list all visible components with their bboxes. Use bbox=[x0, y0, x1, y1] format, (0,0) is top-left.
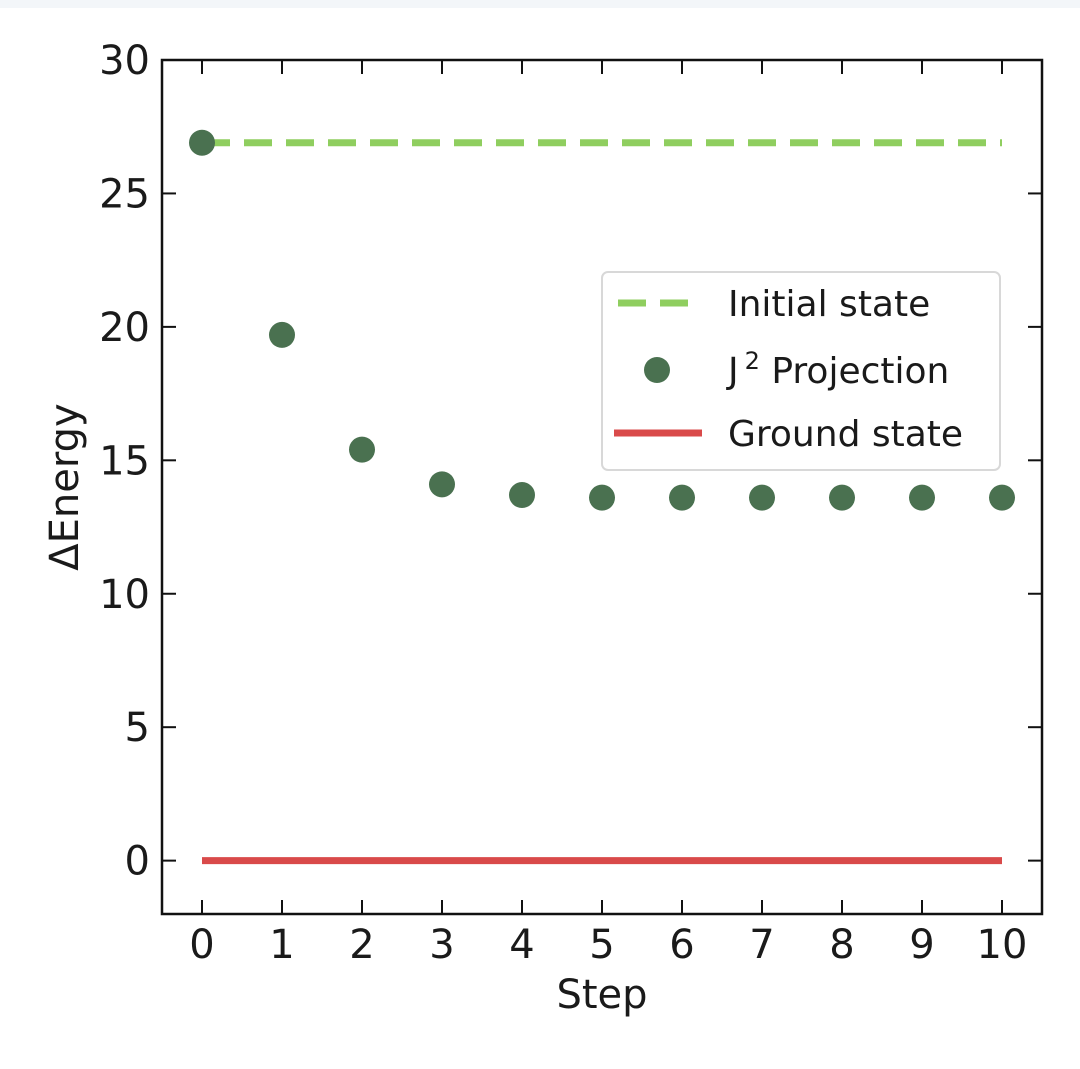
ticks-layer: 0 1 2 3 4 5 6 7 8 9 10 0 5 10 15 20 25 30 bbox=[99, 38, 1042, 968]
legend-label: Ground state bbox=[728, 414, 963, 455]
x-axis-title: Step bbox=[556, 972, 647, 1018]
legend-label: Initial state bbox=[728, 284, 930, 325]
x-tick-label: 6 bbox=[669, 922, 694, 968]
y-tick-label: 30 bbox=[99, 38, 150, 84]
legend-label-superscript: 2 bbox=[745, 347, 760, 375]
y-tick-label: 20 bbox=[99, 305, 150, 351]
projection-point bbox=[509, 482, 535, 509]
y-tick-label: 25 bbox=[99, 171, 150, 217]
projection-point bbox=[349, 436, 375, 463]
x-tick-label: 4 bbox=[509, 922, 534, 968]
x-tick-label: 9 bbox=[909, 922, 934, 968]
x-tick-label: 0 bbox=[189, 922, 214, 968]
projection-point bbox=[589, 484, 615, 511]
legend-projection-swatch bbox=[644, 357, 670, 383]
x-tick-label: 1 bbox=[269, 922, 294, 968]
top-band bbox=[0, 0, 1080, 8]
x-tick-label: 10 bbox=[977, 922, 1028, 968]
projection-point bbox=[269, 321, 295, 348]
legend-label-rest: Projection bbox=[760, 351, 949, 392]
x-tick-label: 8 bbox=[829, 922, 854, 968]
projection-point bbox=[669, 484, 695, 511]
x-tick-label: 5 bbox=[589, 922, 614, 968]
legend-label-base: J bbox=[726, 351, 739, 392]
y-tick-label: 15 bbox=[99, 438, 150, 484]
y-axis-title: ΔEnergy bbox=[42, 403, 88, 570]
x-tick-label: 7 bbox=[749, 922, 774, 968]
projection-point bbox=[909, 484, 935, 511]
legend-box bbox=[601, 271, 1001, 471]
y-tick-label: 5 bbox=[125, 705, 150, 751]
projection-point bbox=[749, 484, 775, 511]
legend: Initial state J 2 Projection Ground state bbox=[601, 271, 1001, 471]
projection-point bbox=[829, 484, 855, 511]
y-tick-label: 0 bbox=[125, 839, 150, 885]
projection-point bbox=[429, 471, 455, 498]
y-tick-label: 10 bbox=[99, 572, 150, 618]
projection-point bbox=[989, 484, 1015, 511]
x-tick-label: 3 bbox=[429, 922, 454, 968]
series-layer bbox=[189, 129, 1015, 865]
x-tick-label: 2 bbox=[349, 922, 374, 968]
projection-point bbox=[189, 129, 215, 156]
